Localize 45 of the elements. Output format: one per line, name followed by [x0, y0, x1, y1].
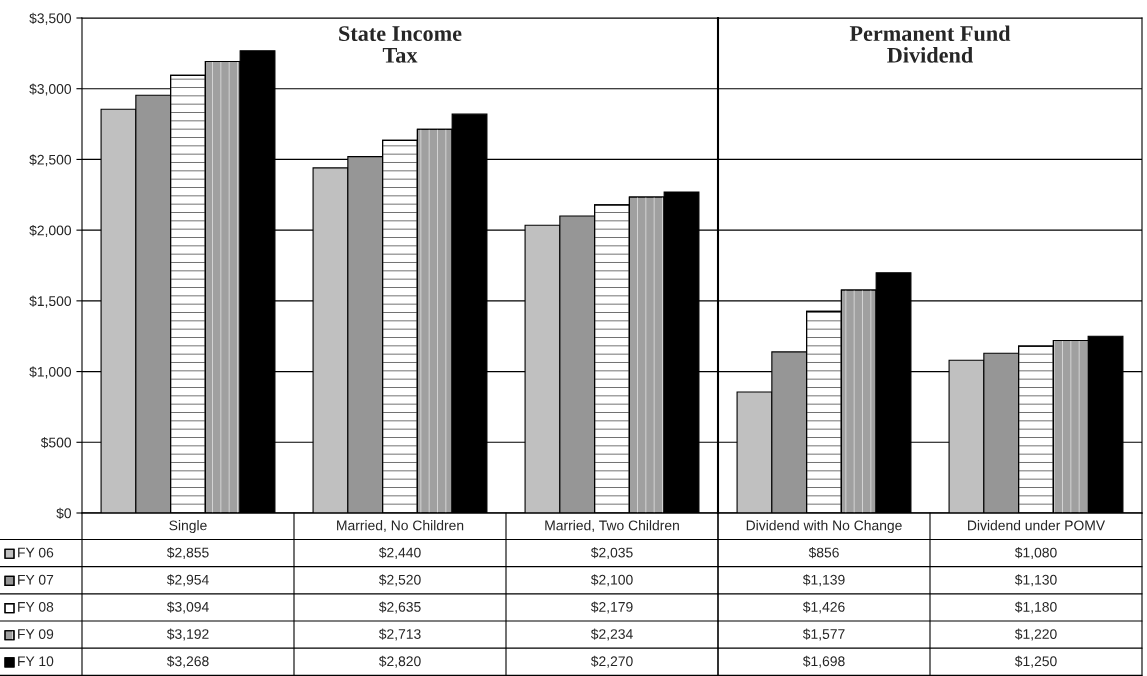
data-label: $1,250 [1014, 655, 1057, 668]
y-tick-label: $500 [40, 437, 72, 449]
data-label: $1,426 [802, 601, 845, 614]
y-tick-label: $2,000 [29, 224, 72, 237]
data-label: $1,577 [802, 628, 845, 641]
y-tick-label: $3,500 [29, 12, 72, 25]
x-tick-label: Married, Two Children [545, 520, 679, 532]
data-label: $2,713 [378, 628, 421, 641]
data-label: $2,100 [590, 574, 633, 587]
text: State Income Tax [339, 26, 462, 63]
x-tick-label: Dividend with No Change [746, 520, 902, 534]
x-tick-label: Married, No Children [337, 520, 464, 532]
data-label: $1,180 [1014, 601, 1057, 614]
legend-label: FY 06 [18, 547, 54, 558]
data-label: $2,520 [378, 574, 421, 587]
data-label: $3,192 [166, 628, 209, 641]
data-label: $2,954 [166, 574, 209, 587]
data-label: $1,080 [1014, 547, 1057, 560]
x-tick-label: Dividend under POMV [968, 520, 1106, 531]
legend-label: FY 09 [18, 629, 54, 639]
data-label: $1,139 [802, 574, 845, 587]
data-label: $856 [808, 547, 839, 559]
y-tick-label: $2,500 [29, 154, 72, 167]
y-tick-label: $1,500 [29, 295, 72, 308]
y-tick-label: $1,000 [29, 366, 72, 379]
legend-label: FY 07 [18, 574, 54, 585]
y-tick-label: $0 [56, 507, 72, 519]
data-label: $1,130 [1014, 574, 1057, 587]
data-label: $2,820 [378, 655, 421, 668]
x-tick-label: Single [169, 520, 207, 534]
data-label: $2,855 [166, 547, 209, 560]
data-label: $2,234 [590, 628, 633, 641]
data-label: $2,179 [590, 601, 633, 614]
legend-label: FY 10 [18, 656, 54, 667]
data-label: $1,220 [1014, 628, 1057, 641]
data-label: $2,270 [590, 655, 633, 668]
legend-label: FY 08 [18, 601, 54, 612]
y-tick-label: $3,000 [29, 83, 72, 96]
text: Permanent Fund Dividend [849, 25, 1011, 63]
data-label: $1,698 [802, 655, 845, 668]
data-label: $3,094 [166, 601, 209, 614]
data-label: $2,035 [590, 547, 633, 560]
data-label: $2,440 [378, 547, 421, 560]
data-label: $2,635 [378, 601, 421, 614]
data-label: $3,268 [166, 655, 209, 668]
